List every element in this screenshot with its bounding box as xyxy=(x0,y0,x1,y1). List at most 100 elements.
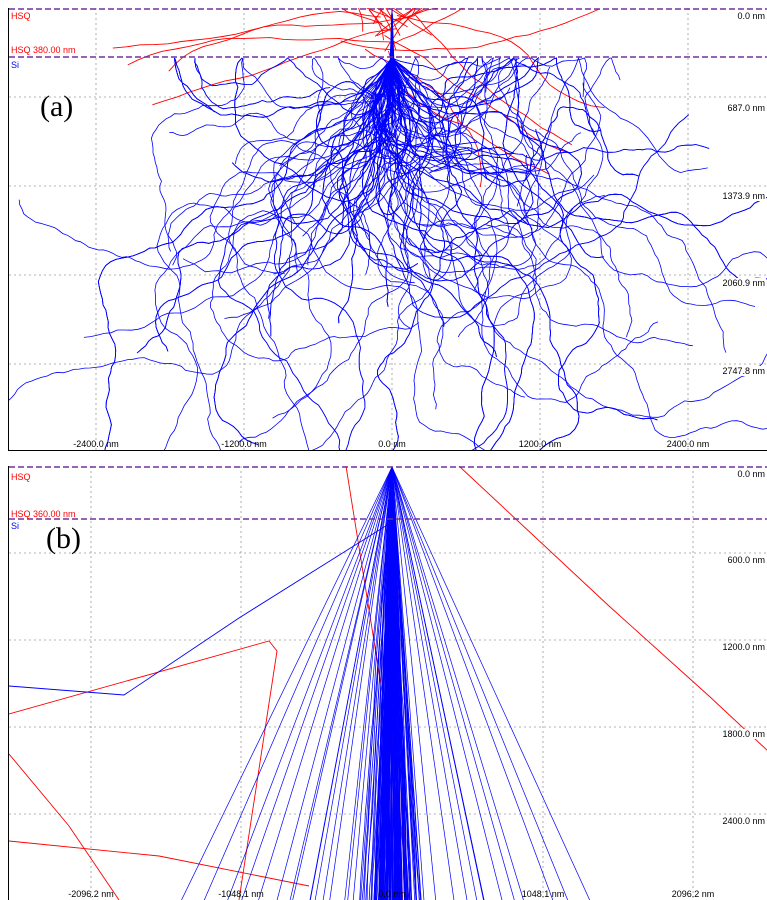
trajectory-path xyxy=(391,466,437,900)
trajectory-path xyxy=(194,8,393,116)
trajectory-path xyxy=(155,8,394,352)
trajectory-path xyxy=(391,466,468,900)
trajectory-path xyxy=(9,521,393,696)
trajectory-path xyxy=(203,466,393,900)
trajectory-path xyxy=(378,8,497,357)
trajectory-path xyxy=(391,8,540,239)
trajectory-path xyxy=(391,8,659,403)
trajectory-path xyxy=(292,466,393,900)
panel-a-x-tick-1: -1200.0 nm xyxy=(221,439,267,449)
panel-a-resist-label: HSQ xyxy=(11,11,31,21)
trajectory-path xyxy=(377,8,444,410)
trajectory-path xyxy=(391,8,595,136)
trajectory-path xyxy=(391,8,580,450)
panel-b-x-tick-0: -2096.2 nm xyxy=(68,889,114,899)
trajectory-path xyxy=(340,8,383,25)
trajectory-path xyxy=(154,8,396,450)
panel-a-y-tick-3: 2060.9 nm xyxy=(721,278,766,288)
trajectory-path xyxy=(168,15,415,72)
trajectory-path xyxy=(391,8,509,450)
trajectory-path xyxy=(268,8,393,419)
panel-b-y-tick-3: 1800.0 nm xyxy=(721,729,766,739)
trajectory-path xyxy=(347,466,393,900)
trajectory-path xyxy=(389,8,529,253)
trajectory-path xyxy=(374,8,710,161)
trajectory-path xyxy=(235,8,393,164)
trajectory-path xyxy=(289,8,485,450)
trajectory-path xyxy=(258,466,393,900)
trajectory-path xyxy=(391,466,418,900)
trajectory-path xyxy=(385,8,393,19)
trajectory-path xyxy=(391,8,491,181)
trajectory-path xyxy=(97,8,393,450)
trajectory-path xyxy=(391,8,595,136)
trajectory-path xyxy=(273,8,393,450)
trajectory-path xyxy=(391,466,420,900)
trajectory-path xyxy=(316,8,421,216)
trajectory-path xyxy=(390,8,756,307)
trajectory-path xyxy=(391,8,602,133)
trajectory-path xyxy=(387,8,587,138)
trajectory-path xyxy=(391,466,455,900)
trajectory-path xyxy=(174,8,394,118)
trajectory-path xyxy=(266,8,393,319)
trajectory-path xyxy=(391,8,767,288)
trajectory-path xyxy=(391,8,727,353)
panel-a-monte-carlo-plot: HSQ HSQ 380.00 nm Si (a) 0.0 nm 687.0 nm… xyxy=(8,8,767,451)
trajectory-path xyxy=(136,8,393,354)
panel-a-y-tick-4: 2747.8 nm xyxy=(721,366,766,376)
trajectory-path xyxy=(9,8,414,401)
trajectory-path xyxy=(391,8,495,132)
trajectory-path xyxy=(391,466,406,900)
panel-b-x-tick-1: -1048.1 nm xyxy=(218,889,264,899)
trajectory-path xyxy=(385,8,514,162)
trajectory-path xyxy=(343,8,534,282)
trajectory-path xyxy=(156,8,393,450)
trajectory-path xyxy=(378,8,497,357)
panel-b-electron-trajectories xyxy=(9,466,591,900)
trajectory-path xyxy=(344,466,393,900)
panel-a-substrate-label: Si xyxy=(11,60,20,70)
trajectory-path xyxy=(401,8,423,26)
panel-b-y-tick-0: 0.0 nm xyxy=(736,469,766,479)
trajectory-path xyxy=(391,8,477,146)
trajectory-path xyxy=(361,8,535,450)
panel-a-x-tick-2: 0.0 nm xyxy=(378,439,406,449)
trajectory-path xyxy=(127,37,396,66)
trajectory-path xyxy=(385,8,514,162)
trajectory-path xyxy=(385,8,514,162)
trajectory-path xyxy=(373,466,393,900)
panel-a-x-tick-3: 1200.0 nm xyxy=(518,439,562,449)
trajectory-path xyxy=(112,10,381,49)
trajectory-path xyxy=(360,466,393,900)
trajectory-path xyxy=(276,466,393,900)
trajectory-path xyxy=(390,8,539,450)
trajectory-path xyxy=(9,753,120,900)
panel-b-substrate-label: Si xyxy=(11,521,20,531)
trajectory-path xyxy=(458,466,767,751)
trajectory-path xyxy=(376,8,416,37)
trajectory-path xyxy=(391,466,425,900)
trajectory-path xyxy=(321,9,393,307)
trajectory-path xyxy=(341,8,419,270)
trajectory-path xyxy=(329,466,393,900)
trajectory-path xyxy=(386,8,708,300)
trajectory-path xyxy=(210,8,420,362)
trajectory-path xyxy=(9,840,310,887)
trajectory-path xyxy=(381,8,767,228)
panel-b-y-tick-4: 2400.0 nm xyxy=(721,816,766,826)
trajectory-path xyxy=(389,466,393,900)
trajectory-path xyxy=(391,466,503,900)
trajectory-path xyxy=(391,8,526,398)
panel-b-y-tick-1: 600.0 nm xyxy=(726,555,766,565)
trajectory-path xyxy=(273,8,393,450)
trajectory-path xyxy=(384,35,571,154)
trajectory-path xyxy=(392,8,432,36)
trajectory-path xyxy=(358,8,364,32)
trajectory-path xyxy=(377,8,463,450)
trajectory-path xyxy=(352,466,393,900)
trajectory-path xyxy=(391,466,478,900)
trajectory-path xyxy=(368,9,390,32)
trajectory-path xyxy=(391,466,591,900)
trajectory-path xyxy=(362,9,478,174)
